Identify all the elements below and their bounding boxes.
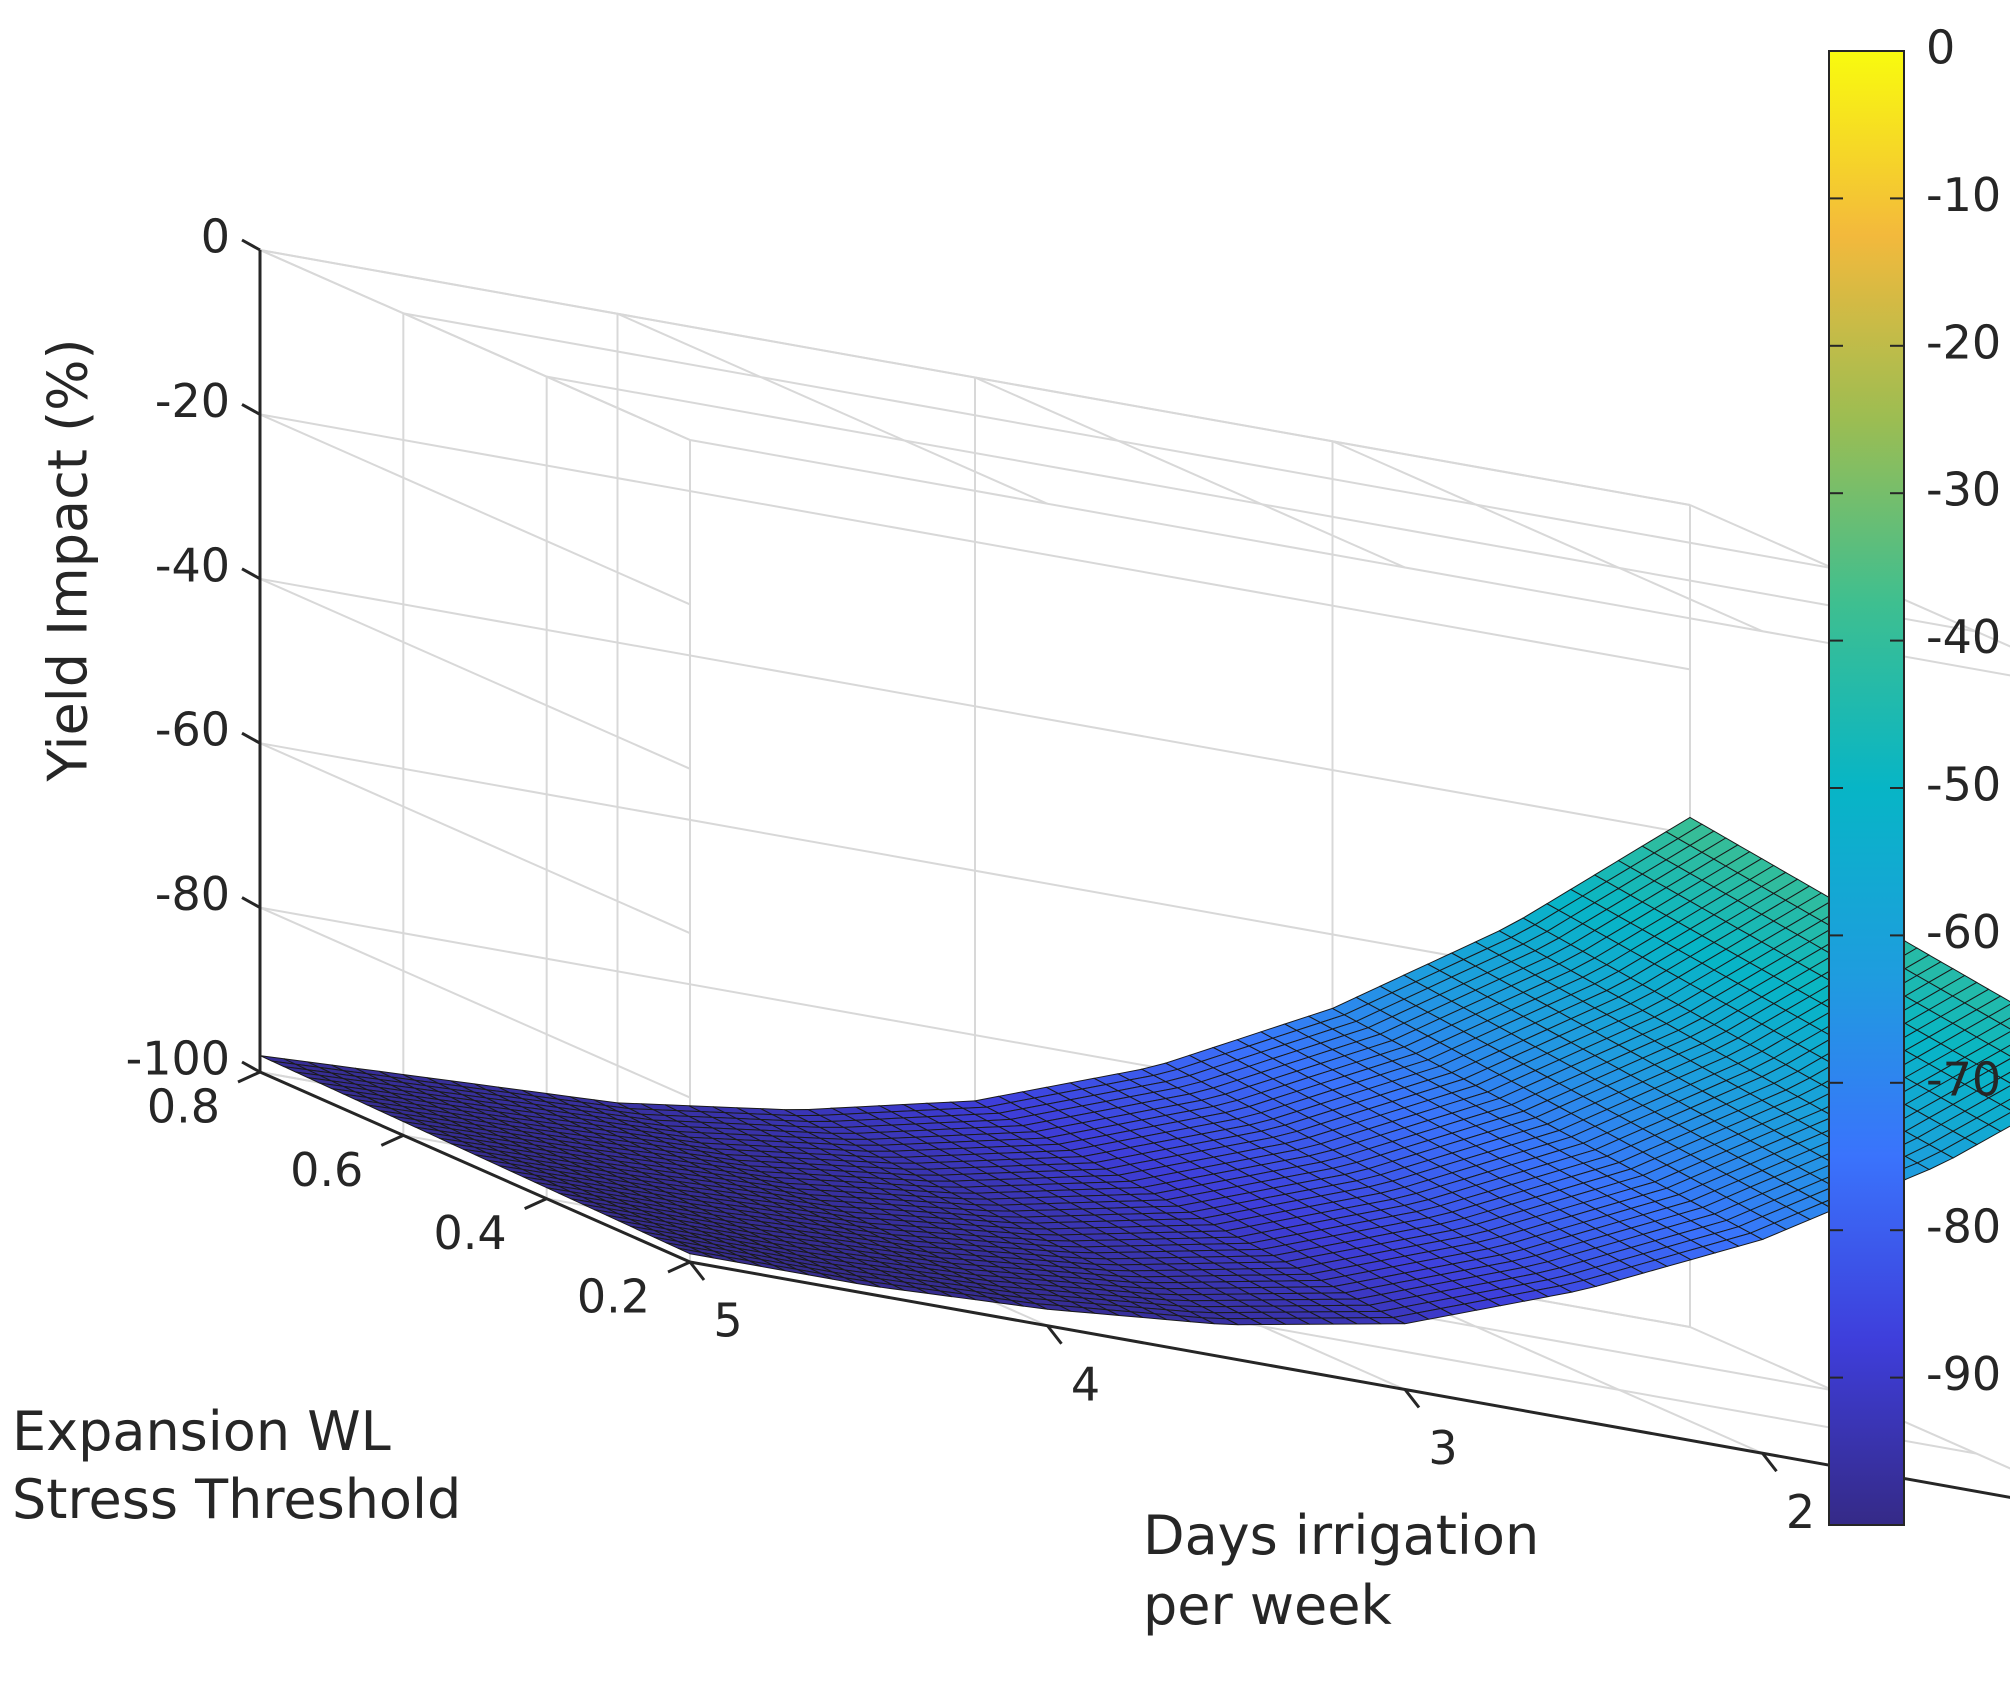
x-tick-label: 3 xyxy=(1428,1421,1457,1475)
z-axis-title: Yield Impact (%) xyxy=(37,338,100,782)
z-tick xyxy=(241,1060,261,1074)
grid-line xyxy=(259,577,691,770)
y-axis-title-line-1: Expansion WL xyxy=(12,1400,391,1463)
y-tick-label: 0.8 xyxy=(147,1080,220,1134)
grid-line xyxy=(689,439,2010,677)
grid-line xyxy=(259,742,691,935)
grid-line xyxy=(259,413,691,606)
grid-line xyxy=(1332,440,1763,633)
y-axis-title-line-2: Stress Threshold xyxy=(12,1468,461,1531)
colorbar-tick-label: -70 xyxy=(1926,1052,2001,1106)
z-tick xyxy=(241,238,261,252)
grid-line xyxy=(974,376,1406,569)
grid-line xyxy=(259,249,691,441)
z-tick xyxy=(241,403,261,416)
grid-line xyxy=(259,249,1691,506)
y-tick-label: 0.6 xyxy=(290,1143,363,1197)
z-tick-label: 0 xyxy=(201,210,230,264)
x-tick xyxy=(1761,1452,1778,1473)
x-axis-title-line-2: per week xyxy=(1143,1574,1392,1637)
grid-line xyxy=(546,375,1977,633)
z-tick xyxy=(241,896,261,909)
y-tick xyxy=(524,1197,548,1211)
z-tick-label: -60 xyxy=(155,703,230,757)
z-tick xyxy=(241,567,261,581)
x-tick xyxy=(1046,1324,1063,1345)
surface xyxy=(259,816,2010,1326)
x-tick xyxy=(1403,1388,1421,1409)
x-tick xyxy=(688,1261,706,1281)
z-tick xyxy=(241,731,261,745)
surface-patch xyxy=(1999,1098,2010,1111)
colorbar-tick-label: -50 xyxy=(1926,758,2001,812)
x-tick-label: 2 xyxy=(1786,1485,1815,1539)
colorbar-tick-label: -20 xyxy=(1926,315,2001,369)
z-tick-label: -20 xyxy=(155,374,230,428)
y-tick-label: 0.4 xyxy=(434,1206,507,1260)
colorbar-tick-label: -60 xyxy=(1926,905,2001,959)
y-axis-line xyxy=(259,1070,691,1264)
x-axis-title-line-1: Days irrigation xyxy=(1143,1504,1539,1567)
colorbar-tick-label: -30 xyxy=(1926,463,2001,517)
y-tick xyxy=(237,1070,261,1084)
grid-line xyxy=(617,312,1048,505)
y-tick xyxy=(380,1133,404,1147)
colorbar-tick-label: -40 xyxy=(1926,610,2001,664)
axis-titles: Yield Impact (%) Expansion WL Stress Thr… xyxy=(12,338,1539,1637)
colorbar-tick-label: -80 xyxy=(1926,1200,2001,1254)
x-tick-label: 4 xyxy=(1071,1357,1100,1411)
grid-line xyxy=(403,312,1834,570)
colorbar-tick-label: -10 xyxy=(1926,168,2001,222)
surface-patch xyxy=(1999,1017,2010,1030)
surface-patch xyxy=(1999,1071,2010,1084)
surface-patch xyxy=(1987,1112,2010,1132)
z-tick-label: -100 xyxy=(126,1032,230,1086)
y-tick xyxy=(667,1260,691,1274)
colorbar: 0 -10 -20 -30 -40 -50 -60 -70 -80 -90 xyxy=(1828,21,2001,1526)
colorbar-tick-label: 0 xyxy=(1926,21,1955,75)
z-tick-label: -80 xyxy=(155,867,230,921)
z-tick-label: -40 xyxy=(155,538,230,592)
colorbar-tick-label: -90 xyxy=(1926,1347,2001,1401)
surface-patch xyxy=(1999,1044,2010,1057)
y-tick-label: 0.2 xyxy=(577,1270,650,1324)
x-tick-label: 5 xyxy=(713,1294,742,1348)
